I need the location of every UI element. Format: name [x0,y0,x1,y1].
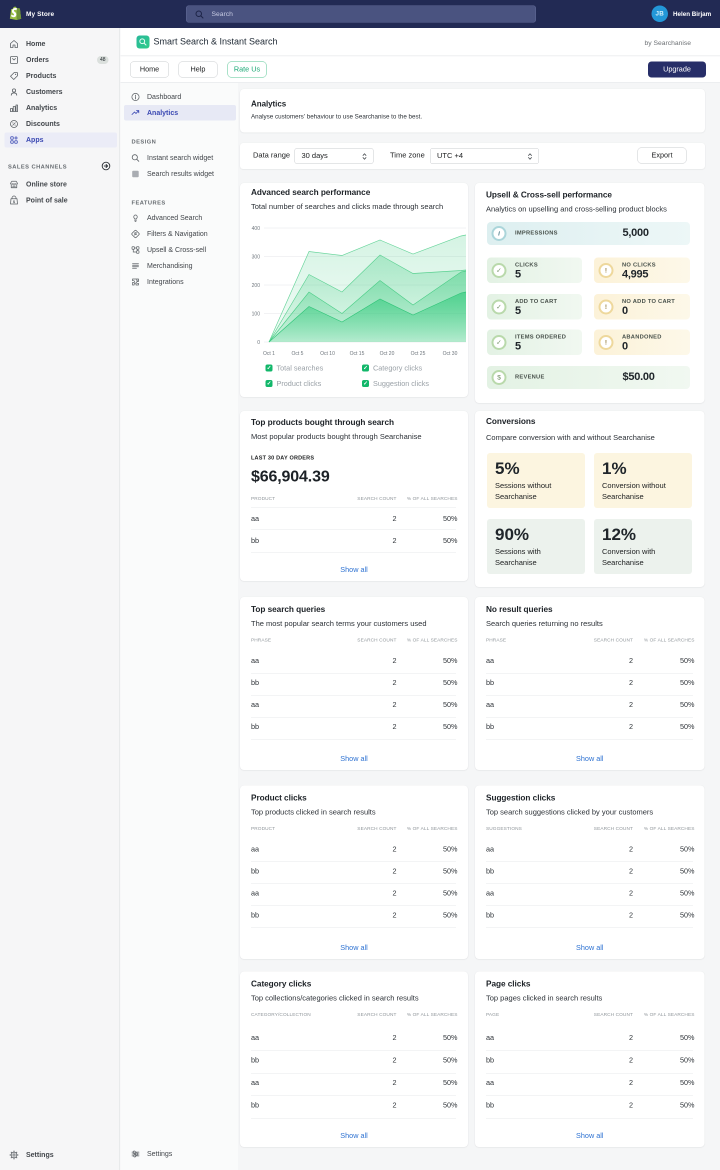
svg-text:Oct 15: Oct 15 [350,351,365,357]
svg-text:$: $ [13,199,16,204]
svg-text:Oct 20: Oct 20 [380,351,395,357]
svg-text:Oct 1: Oct 1 [263,351,275,357]
svg-text:Oct 30: Oct 30 [443,351,458,357]
svg-text:0: 0 [257,340,260,346]
svg-text:200: 200 [252,283,261,289]
svg-text:Oct 5: Oct 5 [292,351,304,357]
svg-text:300: 300 [252,255,261,261]
svg-text:Oct 10: Oct 10 [320,351,335,357]
svg-text:100: 100 [252,312,261,318]
svg-text:400: 400 [252,226,261,232]
svg-text:Oct 25: Oct 25 [411,351,426,357]
